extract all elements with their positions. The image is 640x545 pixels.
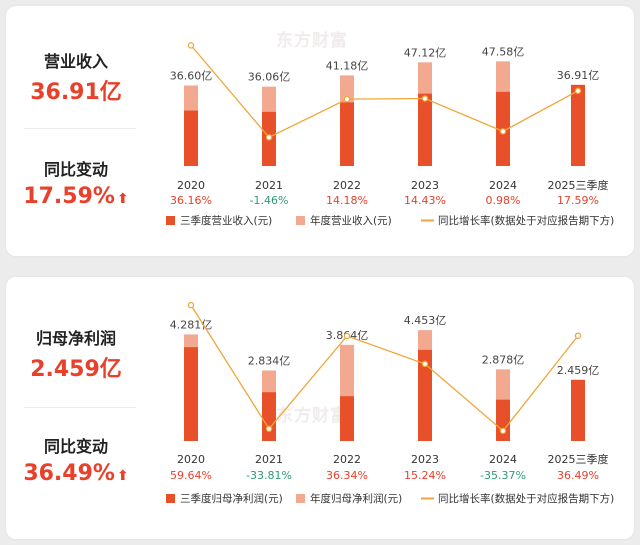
growth-rate-label: 15.24%: [404, 469, 446, 482]
bar-value-label: 36.60亿: [170, 69, 213, 82]
legend-swatch-annual: [296, 494, 305, 503]
growth-point: [343, 332, 351, 340]
revenue-card: 营业收入 36.91亿 同比变动 17.59% ⬆ 东方财富 36.60亿 2020…: [6, 6, 634, 256]
growth-point: [343, 95, 351, 103]
growth-rate-label: 17.59%: [557, 194, 599, 207]
bar-value-label: 47.12亿: [404, 46, 447, 59]
net-profit-value: 2.459亿: [30, 357, 122, 382]
revenue-change-label: 同比变动: [43, 160, 108, 179]
bar-value-label: 2.459亿: [557, 364, 600, 377]
quarter-bar: [262, 392, 276, 441]
quarter-bar: [418, 93, 432, 166]
growth-point: [574, 332, 582, 340]
growth-point: [574, 87, 582, 95]
category-label: 2024: [489, 179, 517, 192]
growth-point: [421, 95, 429, 102]
bar-value-label: 4.453亿: [404, 314, 447, 327]
revenue-divider: [24, 128, 136, 129]
legend-growth-label: 同比增长率(数据处于对应报告期下方): [438, 214, 614, 227]
quarter-bar: [496, 399, 510, 441]
arrow-up-icon: ⬆: [116, 191, 129, 207]
legend-swatch-annual: [296, 216, 305, 225]
growth-rate-label: -33.81%: [246, 469, 292, 482]
growth-rate-label: 59.64%: [170, 469, 212, 482]
growth-point: [187, 301, 195, 309]
legend-annual-label: 年度归母净利润(元): [310, 492, 402, 505]
quarter-bar: [340, 102, 354, 166]
category-label: 2021: [255, 179, 283, 192]
growth-point: [499, 427, 507, 435]
net-profit-change-value: 36.49%: [23, 461, 115, 486]
growth-point: [187, 42, 195, 49]
growth-point: [499, 128, 507, 135]
revenue-change-value: 17.59%: [23, 184, 115, 209]
growth-rate-label: 14.43%: [404, 194, 446, 207]
quarter-bar: [571, 379, 585, 441]
category-label: 2022: [333, 453, 361, 466]
net-profit-change: 36.49% ⬆: [6, 461, 146, 486]
category-label: 2020: [177, 179, 205, 192]
category-label: 2025三季度: [548, 452, 609, 466]
revenue-value: 36.91亿: [30, 80, 122, 105]
growth-rate-label: 0.98%: [486, 194, 521, 207]
growth-rate-label: -1.46%: [250, 194, 289, 207]
category-label: 2025三季度: [548, 178, 609, 192]
bar-value-label: 36.06亿: [248, 71, 291, 84]
bar-value-label: 36.91亿: [557, 69, 600, 82]
watermark-logo: 东方财富: [276, 406, 348, 426]
legend-swatch-quarter: [166, 494, 175, 503]
net-profit-card: 归母净利润 2.459亿 同比变动 36.49% ⬆ 东方财富 4.281亿 202…: [6, 277, 634, 539]
net-profit-chart: 4.281亿202059.64%2.834亿2021-33.81%3.864亿2…: [166, 301, 614, 505]
net-profit-label: 归母净利润: [35, 329, 116, 348]
growth-rate-label: 36.34%: [326, 469, 368, 482]
watermark-logo: 东方财富: [276, 31, 348, 51]
legend-quarter-label: 三季度归母净利润(元): [180, 492, 283, 505]
revenue-chart: 36.60亿 2020 36.16% 36.06亿 2021 -1.46% 41.18亿 20…: [166, 42, 614, 227]
net-profit-change-label: 同比变动: [43, 437, 108, 456]
category-label: 2021: [255, 453, 283, 466]
category-label: 2024: [489, 453, 517, 466]
category-label: 2020: [177, 453, 205, 466]
bar-value-label: 2.878亿: [482, 353, 525, 366]
growth-point: [265, 425, 273, 433]
quarter-bar: [418, 349, 432, 441]
bar-value-label: 41.18亿: [326, 59, 369, 72]
growth-point: [421, 360, 429, 368]
legend-swatch-quarter: [166, 216, 175, 225]
growth-rate-label: -35.37%: [480, 469, 526, 482]
growth-line: [190, 44, 579, 139]
legend-annual-label: 年度营业收入(元): [310, 214, 392, 227]
quarter-bar: [184, 110, 198, 166]
net-profit-summary: 归母净利润 2.459亿 同比变动 36.49% ⬆: [6, 277, 156, 539]
quarter-bar: [571, 84, 585, 166]
arrow-up-icon: ⬆: [116, 468, 129, 484]
legend-quarter-label: 三季度营业收入(元): [180, 214, 272, 227]
category-label: 2023: [411, 453, 439, 466]
growth-rate-label: 36.49%: [557, 469, 599, 482]
revenue-label: 营业收入: [43, 52, 108, 71]
growth-line: [190, 304, 579, 432]
revenue-summary: 营业收入 36.91亿 同比变动 17.59% ⬆: [6, 6, 156, 256]
bar-value-label: 47.58亿: [482, 45, 525, 58]
growth-rate-label: 14.18%: [326, 194, 368, 207]
growth-point: [265, 134, 273, 141]
growth-rate-label: 36.16%: [170, 194, 212, 207]
bar-value-label: 2.834亿: [248, 354, 291, 367]
legend-growth-label: 同比增长率(数据处于对应报告期下方): [438, 492, 614, 505]
quarter-bar: [340, 396, 354, 441]
quarter-bar: [184, 347, 198, 441]
category-label: 2023: [411, 179, 439, 192]
category-label: 2022: [333, 179, 361, 192]
net-profit-divider: [24, 407, 136, 408]
revenue-change: 17.59% ⬆: [6, 184, 146, 209]
